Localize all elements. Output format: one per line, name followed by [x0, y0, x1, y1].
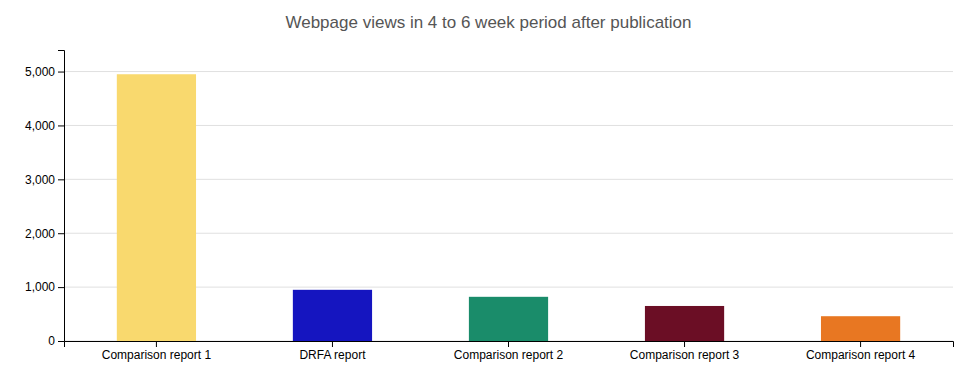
x-axis: Comparison report 1 DRFA report Comparison…: [65, 341, 954, 362]
grid: [64, 72, 953, 341]
x-tick-label: Comparison report 1: [102, 348, 212, 362]
grid-line: [64, 179, 953, 180]
y-tick: 4,000: [25, 119, 64, 133]
bar: [469, 297, 548, 341]
plot-area: 0 1,000 2,000 3,000 4,000 5,000 Comparison rep…: [25, 51, 954, 362]
x-tick-mark: [860, 341, 861, 347]
x-axis-line: [65, 342, 954, 348]
y-tick-label: 4,000: [25, 119, 55, 133]
y-tick: 5,000: [25, 65, 64, 79]
x-tick: Comparison report 3: [630, 341, 740, 362]
y-tick-label: 3,000: [25, 173, 55, 187]
bar: [293, 290, 372, 341]
x-tick: DRFA report: [299, 341, 366, 362]
x-tick-label: Comparison report 3: [630, 348, 740, 362]
y-tick-label: 2,000: [25, 227, 55, 241]
x-tick: Comparison report 2: [454, 341, 564, 362]
y-tick: 0: [48, 334, 64, 348]
bar: [117, 74, 196, 341]
x-tick-mark: [684, 341, 685, 347]
chart-title: Webpage views in 4 to 6 week period afte…: [285, 13, 691, 32]
y-tick: 1,000: [25, 280, 64, 294]
x-tick-label: DRFA report: [299, 348, 366, 362]
x-tick-label: Comparison report 2: [454, 348, 564, 362]
y-tick-label: 0: [48, 334, 55, 348]
x-tick: Comparison report 4: [806, 341, 916, 362]
y-tick-mark: [58, 233, 64, 234]
x-tick-mark: [508, 341, 509, 347]
y-tick-label: 5,000: [25, 65, 55, 79]
y-tick-mark: [58, 287, 64, 288]
y-tick-label: 1,000: [25, 280, 55, 294]
x-tick-mark: [332, 341, 333, 347]
x-tick-label: Comparison report 4: [806, 348, 916, 362]
y-tick: 3,000: [25, 173, 64, 187]
bar: [645, 306, 724, 341]
x-tick: Comparison report 1: [102, 341, 212, 362]
grid-line: [64, 125, 953, 126]
y-tick-mark: [58, 125, 64, 126]
y-tick: 2,000: [25, 227, 64, 241]
grid-line: [64, 71, 953, 72]
x-tick-mark: [156, 341, 157, 347]
bar: [821, 316, 900, 341]
chart-container: Webpage views in 4 to 6 week period afte…: [0, 0, 977, 381]
grid-line: [64, 233, 953, 234]
y-axis-line: [58, 51, 65, 342]
y-tick-mark: [58, 341, 64, 342]
grid-line: [64, 287, 953, 288]
y-tick-mark: [58, 179, 64, 180]
chart-svg: Webpage views in 4 to 6 week period afte…: [0, 0, 977, 381]
marks: [117, 74, 900, 341]
y-axis: 0 1,000 2,000 3,000 4,000 5,000: [25, 51, 65, 349]
y-tick-mark: [58, 72, 64, 73]
